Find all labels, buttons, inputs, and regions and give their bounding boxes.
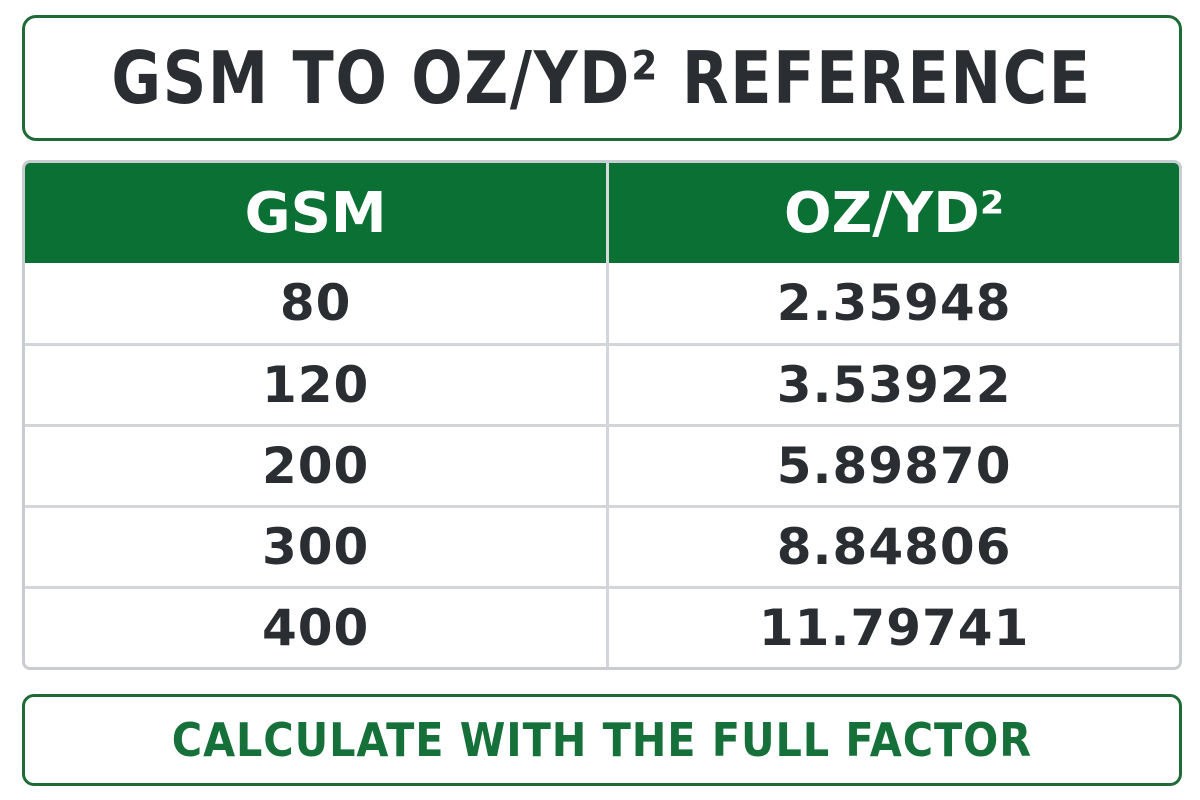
- conversion-table: GSM OZ/YD² 80 2.35948 120 3.53922 200 5.…: [25, 163, 1179, 667]
- cell-gsm: 300: [25, 504, 610, 587]
- header-oz-yd2: OZ/YD²: [784, 180, 1005, 246]
- cell-oz-yd2: 5.89870: [607, 423, 1179, 506]
- footer-note: CALCULATE WITH THE FULL FACTOR: [171, 713, 1033, 767]
- table-row: 200 5.89870: [25, 423, 1179, 506]
- cell-gsm: 80: [25, 263, 610, 344]
- header-gsm: GSM: [25, 163, 610, 263]
- cell-gsm: 400: [25, 585, 610, 667]
- table-header-row: GSM OZ/YD²: [25, 163, 1179, 263]
- page-title: GSM TO OZ/YD² REFERENCE: [111, 36, 1093, 120]
- cell-gsm: 120: [25, 342, 610, 425]
- cell-oz-yd2: 8.84806: [607, 504, 1179, 587]
- table-row: 120 3.53922: [25, 342, 1179, 425]
- cell-gsm: 200: [25, 423, 610, 506]
- conversion-table-container: GSM OZ/YD² 80 2.35948 120 3.53922 200 5.…: [22, 160, 1182, 670]
- title-banner: GSM TO OZ/YD² REFERENCE: [22, 15, 1182, 141]
- cell-oz-yd2: 3.53922: [607, 342, 1179, 425]
- table-row: 80 2.35948: [25, 263, 1179, 344]
- table-row: 300 8.84806: [25, 504, 1179, 587]
- footer-banner: CALCULATE WITH THE FULL FACTOR: [22, 694, 1182, 786]
- cell-oz-yd2: 11.79741: [607, 585, 1179, 667]
- cell-oz-yd2: 2.35948: [776, 273, 1012, 332]
- table-row: 400 11.79741: [25, 585, 1179, 667]
